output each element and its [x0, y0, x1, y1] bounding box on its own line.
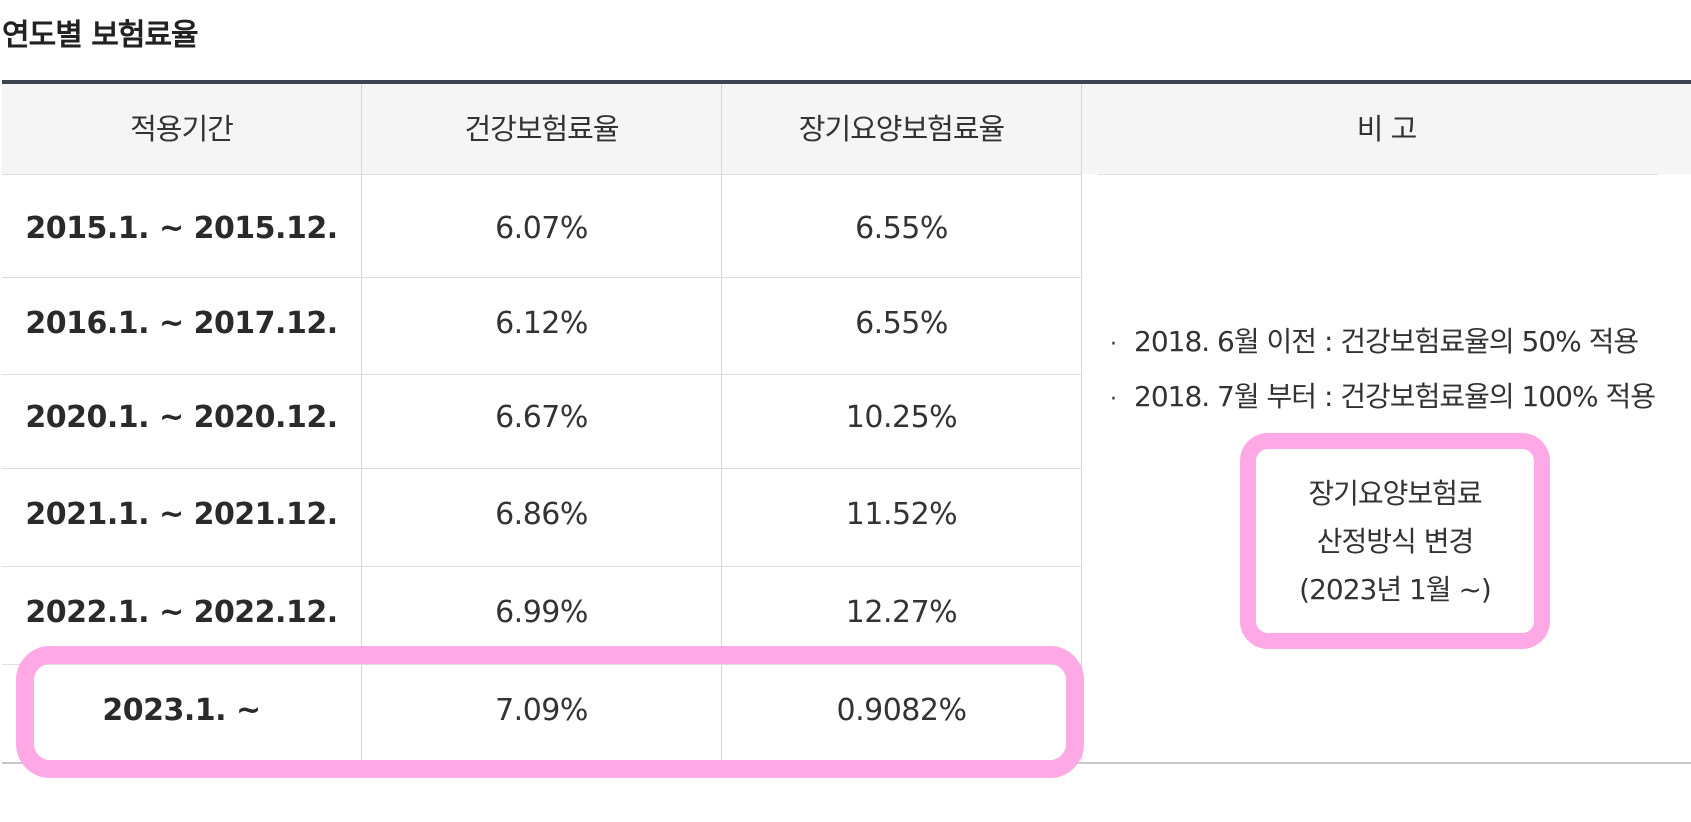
- row-ltc-rate: 12.27%: [845, 595, 958, 630]
- callout-line: (2023년 1월 ~): [1299, 573, 1492, 606]
- column-divider: [1081, 84, 1082, 762]
- callout-line: 산정방식 변경: [1316, 525, 1474, 558]
- row-divider: [2, 468, 1081, 469]
- header-remarks: 비 고: [1356, 112, 1418, 146]
- table-header: [2, 84, 1691, 174]
- row-period: 2021.1. ~ 2021.12.: [25, 497, 338, 532]
- row-health-rate: 6.12%: [495, 306, 588, 341]
- header-ltc-rate: 장기요양보험료율: [798, 112, 1005, 146]
- bullet-icon: ·: [1110, 387, 1117, 412]
- row-health-rate: 7.09%: [495, 693, 588, 728]
- remark-text: 2018. 7월 부터 : 건강보험료율의 100% 적용: [1134, 380, 1656, 413]
- column-divider: [361, 84, 362, 762]
- bullet-icon: ·: [1110, 332, 1117, 357]
- row-period: 2015.1. ~ 2015.12.: [25, 211, 338, 246]
- row-period: 2022.1. ~ 2022.12.: [25, 595, 338, 630]
- row-divider: [2, 174, 1081, 175]
- row-divider: [2, 374, 1081, 375]
- remark-item: · 2018. 6월 이전 : 건강보험료율의 50% 적용: [1110, 320, 1639, 360]
- row-health-rate: 6.67%: [495, 400, 588, 435]
- row-period: 2020.1. ~ 2020.12.: [25, 400, 338, 435]
- callout-line: 장기요양보험료: [1308, 477, 1482, 510]
- header-health-rate: 건강보험료율: [464, 112, 619, 146]
- column-divider: [721, 84, 722, 762]
- row-ltc-rate: 6.55%: [855, 306, 948, 341]
- row-health-rate: 6.07%: [495, 211, 588, 246]
- calculation-change-callout: 장기요양보험료 산정방식 변경 (2023년 1월 ~): [1240, 433, 1550, 649]
- row-divider: [2, 566, 1081, 567]
- row-ltc-rate: 6.55%: [855, 211, 948, 246]
- page-title: 연도별 보험료율: [2, 18, 199, 53]
- row-divider: [2, 277, 1081, 278]
- row-divider: [2, 664, 1081, 665]
- row-health-rate: 6.99%: [495, 595, 588, 630]
- row-ltc-rate: 0.9082%: [836, 693, 967, 728]
- row-health-rate: 6.86%: [495, 497, 588, 532]
- table-top-rule: [2, 80, 1691, 84]
- latest-row-highlight: [16, 646, 1084, 778]
- row-divider: [1098, 174, 1658, 175]
- row-ltc-rate: 11.52%: [845, 497, 958, 532]
- remark-item: · 2018. 7월 부터 : 건강보험료율의 100% 적용: [1110, 375, 1656, 415]
- row-period: 2023.1. ~: [102, 693, 261, 728]
- row-period: 2016.1. ~ 2017.12.: [25, 306, 338, 341]
- row-ltc-rate: 10.25%: [845, 400, 958, 435]
- header-period: 적용기간: [130, 112, 234, 146]
- remark-text: 2018. 6월 이전 : 건강보험료율의 50% 적용: [1134, 325, 1639, 358]
